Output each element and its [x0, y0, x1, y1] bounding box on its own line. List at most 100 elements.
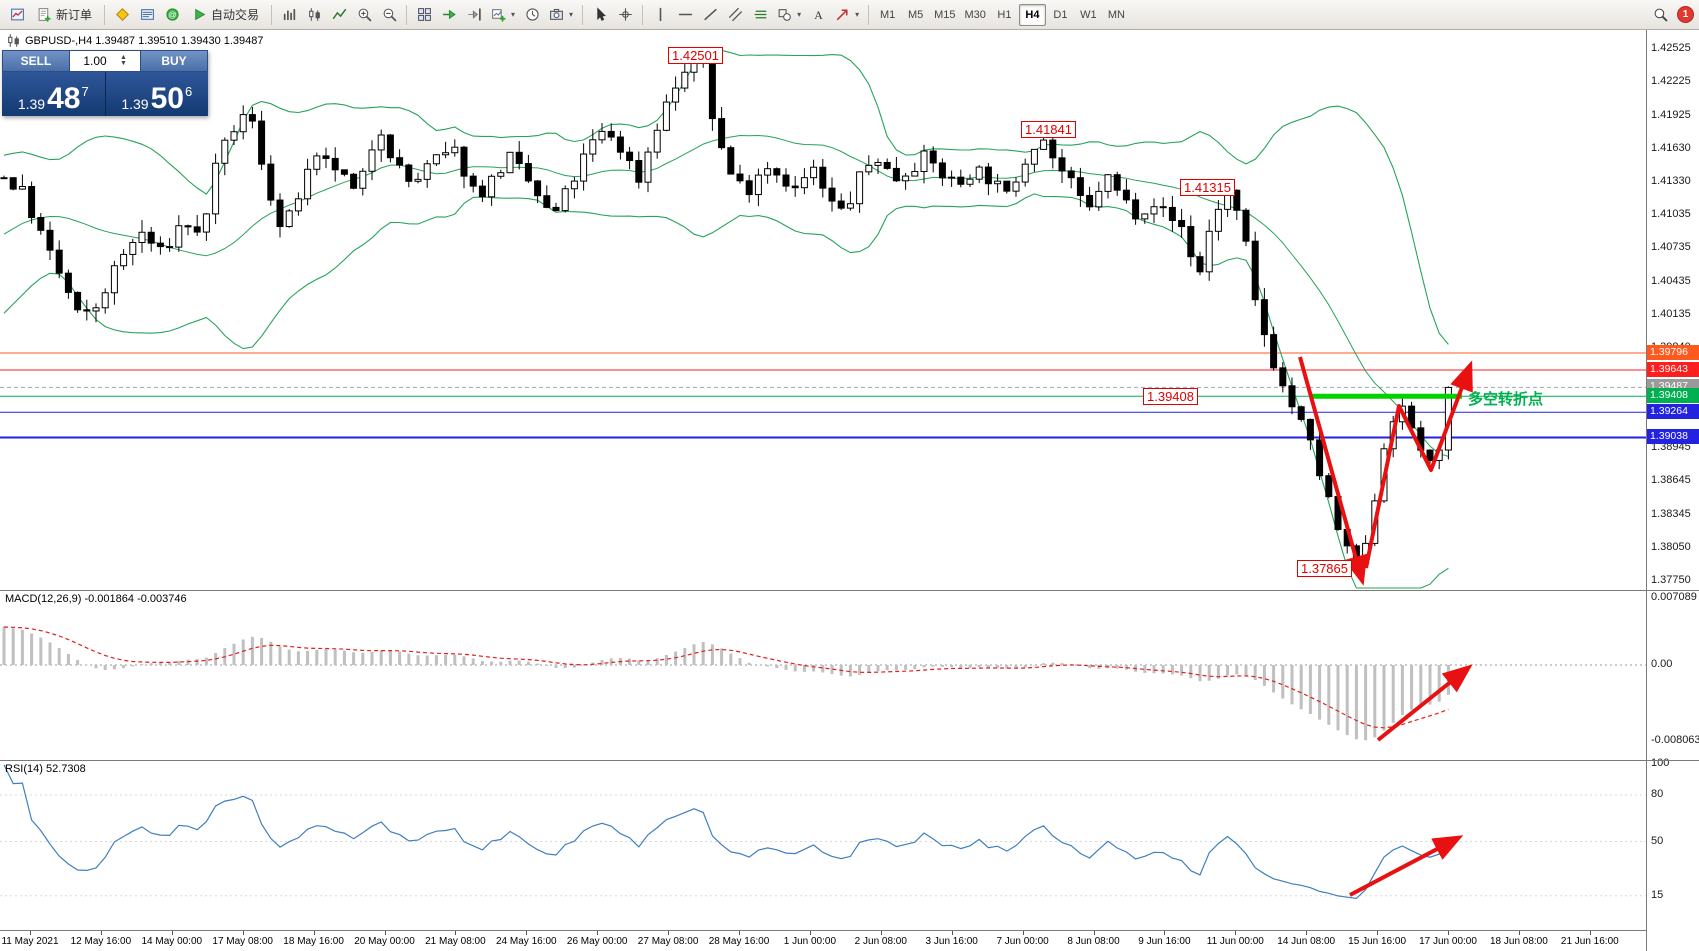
bollinger-middle-line [3, 134, 1449, 457]
candle [727, 145, 735, 175]
autotrading-button[interactable]: 自动交易 [185, 3, 266, 27]
community-icon[interactable]: @ [160, 3, 184, 27]
bar-chart-icon[interactable] [277, 3, 301, 27]
candle [543, 185, 551, 209]
time-label: 18 May 16:00 [283, 936, 344, 947]
trend-arrow[interactable] [1349, 835, 1464, 897]
timeframe-h4[interactable]: H4 [1018, 3, 1046, 26]
volume-input[interactable] [70, 52, 120, 70]
periods-clock-icon[interactable] [520, 3, 544, 27]
candle [589, 129, 597, 162]
trend-arrow[interactable] [1364, 360, 1473, 569]
candle [1021, 158, 1029, 187]
time-label: 17 Jun 00:00 [1419, 936, 1477, 947]
new-order-label: 新订单 [56, 8, 93, 22]
candle [911, 162, 919, 177]
trend-arrow[interactable] [1298, 356, 1368, 586]
candle [193, 215, 201, 236]
candle [1205, 219, 1213, 281]
zoom-out-icon[interactable] [377, 3, 401, 27]
price-annotation[interactable]: 1.37865 [1297, 560, 1352, 577]
new-order-icon [37, 7, 52, 22]
crosshair-icon[interactable] [613, 3, 637, 27]
metaeditor-icon[interactable] [110, 3, 134, 27]
arrows-icon[interactable]: ▾ [831, 3, 863, 27]
candle [359, 167, 367, 196]
price-annotation[interactable]: 1.42501 [668, 47, 723, 64]
new-order-button[interactable]: 新订单 [30, 3, 99, 27]
chart-title-icon [6, 33, 21, 48]
fibonacci-icon[interactable] [748, 3, 772, 27]
panel-separator[interactable] [0, 590, 1699, 591]
sell-price[interactable]: 1.39 48 7 [2, 72, 106, 116]
vertical-line-icon[interactable] [648, 3, 672, 27]
candle [1030, 148, 1038, 172]
candle [524, 154, 532, 184]
toolbar-separator [104, 4, 106, 25]
candle [984, 162, 992, 196]
tile-windows-icon[interactable] [412, 3, 436, 27]
timeframe-mn[interactable]: MN [1107, 8, 1125, 21]
time-label: 20 May 00:00 [354, 936, 415, 947]
candle [221, 137, 229, 176]
candle [1104, 173, 1112, 199]
chart-window-icon[interactable] [5, 3, 29, 27]
timeframe-w1[interactable]: W1 [1080, 8, 1097, 21]
timeframe-m5[interactable]: M5 [907, 8, 924, 21]
chart-shift-icon[interactable] [462, 3, 486, 27]
new-chart-icon[interactable]: ▾ [487, 3, 519, 27]
candle [1233, 189, 1241, 220]
timeframe-m30[interactable]: M30 [964, 8, 986, 21]
panel-separator[interactable] [0, 760, 1699, 761]
candle [1159, 197, 1167, 218]
trendline-icon[interactable] [698, 3, 722, 27]
shapes-icon[interactable]: ▾ [773, 3, 805, 27]
candle [1251, 231, 1259, 306]
search-icon[interactable] [1648, 3, 1672, 27]
candle [18, 174, 26, 190]
zoom-in-icon[interactable] [352, 3, 376, 27]
buy-price[interactable]: 1.39 50 6 [106, 72, 209, 116]
candle [662, 94, 670, 132]
price-annotation[interactable]: 1.41315 [1180, 179, 1235, 196]
rsi-scale-label: 100 [1651, 757, 1670, 769]
price-scale-label: 1.41925 [1651, 108, 1691, 121]
price-annotation[interactable]: 1.39408 [1143, 388, 1198, 405]
timeframe-h1[interactable]: H1 [997, 8, 1012, 21]
buy-button[interactable]: BUY [140, 50, 208, 72]
snapshot-icon[interactable]: ▾ [545, 3, 577, 27]
terminal-icon[interactable] [135, 3, 159, 27]
channel-icon[interactable] [723, 3, 747, 27]
dropdown-caret-icon: ▾ [511, 10, 516, 19]
time-tick [1518, 931, 1520, 935]
candle [156, 236, 164, 255]
text-annotation[interactable]: 多空转折点 [1468, 391, 1544, 408]
volume-decrease-button[interactable]: ▼ [120, 60, 127, 67]
auto-scroll-icon[interactable] [437, 3, 461, 27]
time-label: 8 Jun 08:00 [1067, 936, 1120, 947]
rsi-indicator [0, 764, 1646, 900]
line-chart-icon[interactable] [327, 3, 351, 27]
cursor-icon[interactable] [588, 3, 612, 27]
candle [607, 123, 615, 142]
timeframe-m1[interactable]: M1 [879, 8, 896, 21]
candle [368, 140, 376, 181]
volume-increase-button[interactable]: ▲ [120, 54, 127, 61]
notification-badge[interactable]: 1 [1677, 6, 1694, 23]
macd-scale-label: 0.007089 [1651, 591, 1697, 603]
candle [929, 146, 937, 173]
trend-arrows [1298, 356, 1473, 897]
trend-arrow[interactable] [1376, 664, 1473, 742]
candlestick-icon[interactable] [302, 3, 326, 27]
candle [773, 167, 781, 183]
price-annotation[interactable]: 1.41841 [1021, 121, 1076, 138]
rsi-scale-label: 15 [1651, 888, 1664, 901]
timeframe-m15[interactable]: M15 [934, 8, 956, 21]
horizontal-line-icon[interactable] [673, 3, 697, 27]
sell-button[interactable]: SELL [2, 50, 70, 72]
timeframe-d1[interactable]: D1 [1053, 8, 1068, 21]
macd-scale-label: -0.008063 [1651, 734, 1699, 747]
candle [846, 191, 854, 211]
text-icon[interactable]: A [806, 3, 830, 27]
